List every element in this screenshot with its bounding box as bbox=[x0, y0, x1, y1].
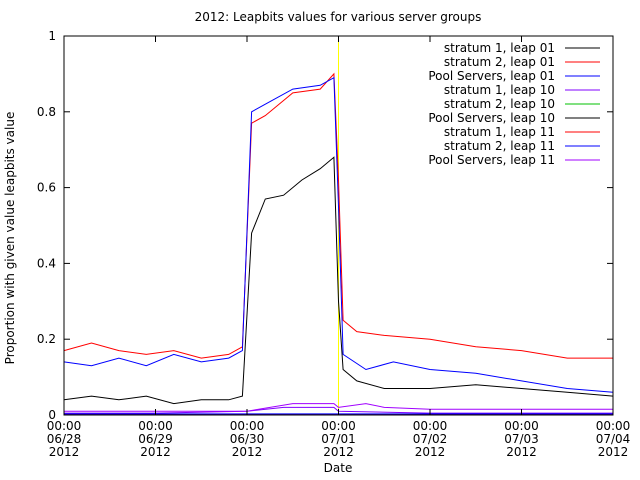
x-tick-day-4: 07/02 bbox=[413, 432, 448, 446]
x-tick-day-0: 06/28 bbox=[47, 432, 82, 446]
series-line-0 bbox=[63, 156, 614, 405]
y-tick-label-5: 1 bbox=[48, 29, 56, 43]
x-tick-time-6: 00:00 bbox=[596, 419, 631, 433]
x-tick-time-3: 00:00 bbox=[321, 419, 356, 433]
legend-label-7: stratum 2, leap 11 bbox=[444, 139, 555, 153]
x-tick-day-6: 07/04 bbox=[596, 432, 631, 446]
chart-title: 2012: Leapbits values for various server… bbox=[195, 10, 482, 24]
y-tick-label-3: 0.6 bbox=[37, 181, 56, 195]
x-tick-time-4: 00:00 bbox=[413, 419, 448, 433]
x-tick-year-4: 2012 bbox=[415, 445, 446, 459]
x-tick-year-1: 2012 bbox=[140, 445, 171, 459]
x-tick-day-1: 06/29 bbox=[138, 432, 173, 446]
x-tick-time-2: 00:00 bbox=[230, 419, 265, 433]
x-tick-day-3: 07/01 bbox=[321, 432, 356, 446]
x-tick-year-0: 2012 bbox=[49, 445, 80, 459]
y-tick-label-2: 0.4 bbox=[37, 256, 56, 270]
x-tick-time-5: 00:00 bbox=[504, 419, 539, 433]
x-tick-day-5: 07/03 bbox=[504, 432, 539, 446]
y-tick-label-1: 0.2 bbox=[37, 332, 56, 346]
legend-label-8: Pool Servers, leap 11 bbox=[428, 153, 555, 167]
legend-label-1: stratum 2, leap 01 bbox=[444, 55, 555, 69]
x-axis-label: Date bbox=[324, 461, 353, 475]
legend-label-5: Pool Servers, leap 10 bbox=[428, 111, 555, 125]
legend-label-3: stratum 1, leap 10 bbox=[444, 83, 555, 97]
x-tick-time-1: 00:00 bbox=[138, 419, 173, 433]
x-tick-time-0: 00:00 bbox=[47, 419, 82, 433]
x-tick-year-6: 2012 bbox=[598, 445, 629, 459]
x-tick-year-5: 2012 bbox=[506, 445, 537, 459]
series-line-3 bbox=[64, 406, 613, 414]
x-tick-day-2: 06/30 bbox=[230, 432, 265, 446]
series-line-1 bbox=[63, 72, 613, 359]
axis-layer: 00.20.40.60.8100:0006/28201200:0006/2920… bbox=[37, 29, 630, 459]
y-axis-label: Proportion with given value leapbits val… bbox=[3, 112, 17, 365]
legend-label-2: Pool Servers, leap 01 bbox=[428, 69, 555, 83]
series-line-2 bbox=[63, 76, 614, 393]
legend-label-0: stratum 1, leap 01 bbox=[444, 41, 555, 55]
y-tick-label-0: 0 bbox=[48, 408, 56, 422]
x-tick-year-2: 2012 bbox=[232, 445, 263, 459]
x-tick-year-3: 2012 bbox=[323, 445, 354, 459]
legend-label-6: stratum 1, leap 11 bbox=[444, 125, 555, 139]
y-tick-label-4: 0.8 bbox=[37, 105, 56, 119]
legend-label-4: stratum 2, leap 10 bbox=[444, 97, 555, 111]
